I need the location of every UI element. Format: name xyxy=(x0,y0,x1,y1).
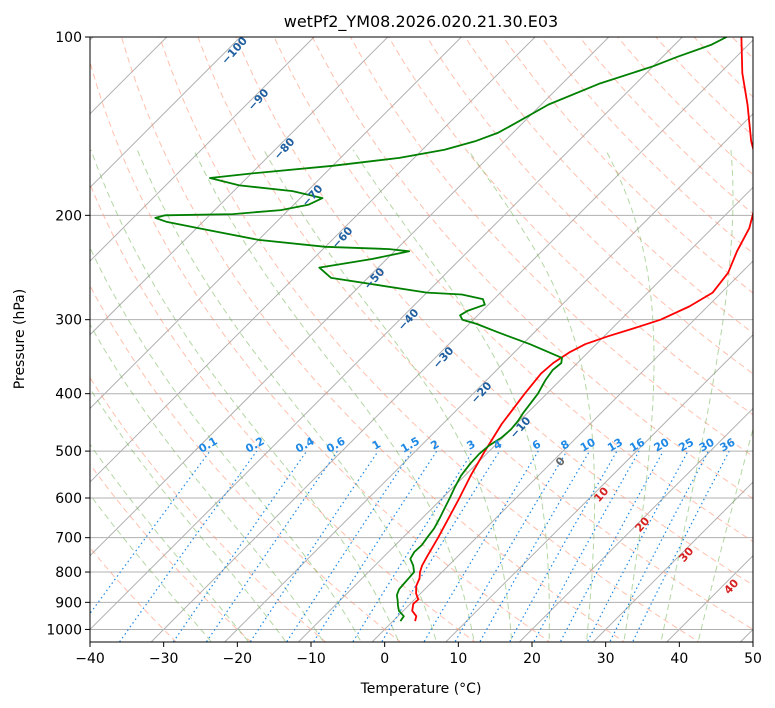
moist-adiabat-line xyxy=(697,427,753,642)
x-tick-label: 10 xyxy=(449,651,467,667)
moist-adiabat-line xyxy=(90,149,400,642)
moist-adiabat-line xyxy=(352,149,550,642)
mixing-ratio-line xyxy=(312,450,438,642)
isotherm-gridline xyxy=(90,37,463,410)
x-tick-label: 20 xyxy=(523,651,541,667)
mixing-ratio-line xyxy=(205,450,338,642)
y-tick-label: 600 xyxy=(55,491,82,507)
isotherm-gridline xyxy=(444,334,753,642)
dry-adiabat-line xyxy=(159,37,701,642)
isotherm-gridline xyxy=(223,113,753,642)
moist-adiabat-line xyxy=(136,149,438,642)
x-axis-label: Temperature (°C) xyxy=(360,681,482,697)
dry-adiabat-line xyxy=(350,37,753,457)
moist-adiabat-line xyxy=(605,149,655,642)
isotherm-gridline xyxy=(592,481,753,642)
dry-adiabat-line xyxy=(90,376,327,642)
y-axis-label: Pressure (hPa) xyxy=(12,289,28,389)
moist-adiabat-line xyxy=(90,387,287,642)
mixing-ratio-line xyxy=(285,450,413,642)
isotherm-gridline xyxy=(90,37,242,189)
moist-adiabat-line xyxy=(90,246,362,642)
mixing-ratio-line xyxy=(423,450,539,642)
x-tick-label: −10 xyxy=(296,651,326,667)
x-tick-label: −20 xyxy=(223,651,253,667)
mixing-ratio-line xyxy=(559,450,664,642)
chart-title: wetPf2_YM08.2026.020.21.30.E03 xyxy=(284,12,558,32)
mixing-ratio-line xyxy=(118,450,258,642)
mixing-ratio-line xyxy=(609,450,710,642)
y-tick-label: 100 xyxy=(55,30,82,46)
moist-adiabat-line xyxy=(467,149,596,642)
mixing-ratio-line xyxy=(380,450,501,642)
mixing-ratio-line xyxy=(249,450,379,642)
x-tick-label: −30 xyxy=(149,651,179,667)
isotherm-gridline xyxy=(518,407,753,642)
dry-adiabat-line xyxy=(655,37,753,137)
x-tick-label: 0 xyxy=(380,651,389,667)
dry-adiabat-line xyxy=(578,37,753,215)
y-tick-label: 300 xyxy=(55,313,82,329)
dry-adiabat-line xyxy=(197,37,753,631)
y-tick-label: 700 xyxy=(55,531,82,547)
mixing-ratio-line xyxy=(479,450,591,642)
mixing-ratio-line xyxy=(631,450,730,642)
x-tick-label: 50 xyxy=(744,651,762,667)
moist-adiabat-line xyxy=(90,493,213,642)
y-tick-label: 1000 xyxy=(46,622,82,638)
mixing-ratio-line xyxy=(352,450,474,642)
y-tick-label: 900 xyxy=(55,595,82,611)
isotherm-gridline xyxy=(90,37,536,483)
mixing-ratio-line xyxy=(454,450,568,642)
x-tick-label: 40 xyxy=(670,651,688,667)
dry-adiabat-line xyxy=(464,37,753,334)
moist-adiabat-line xyxy=(263,149,513,642)
x-tick-label: −40 xyxy=(75,651,105,667)
dry-adiabat-line xyxy=(311,37,753,500)
y-tick-label: 500 xyxy=(55,444,82,460)
dry-adiabat-line xyxy=(90,182,476,642)
dry-adiabat-line xyxy=(617,37,753,176)
dry-adiabat-line xyxy=(426,37,753,375)
axes: −40 −30 −20 −10 0 10 20 30 40 50 100 200 300 400 500 60… xyxy=(46,30,762,667)
isotherm-gridline xyxy=(371,260,753,642)
mixing-ratio-line xyxy=(508,450,618,642)
plot-frame xyxy=(89,36,754,643)
dewpoint-profile-line xyxy=(154,37,728,622)
mixing-ratio-line xyxy=(533,450,640,642)
moist-adiabat-line xyxy=(193,149,475,642)
temperature-profile-line xyxy=(411,37,753,622)
moist-adiabat-line xyxy=(660,149,734,642)
dry-adiabat-line xyxy=(235,37,753,586)
dry-adiabat-line xyxy=(121,37,626,642)
x-tick-label: 30 xyxy=(597,651,615,667)
y-tick-label: 800 xyxy=(55,565,82,581)
y-tick-label: 400 xyxy=(55,387,82,403)
mixing-ratio-line xyxy=(90,450,211,615)
dry-adiabat-line xyxy=(90,60,551,642)
isotherm-gridline xyxy=(90,37,315,262)
isotherm-gridline xyxy=(150,39,753,642)
mixing-ratio-line xyxy=(586,450,689,642)
moist-adiabat-line xyxy=(90,323,325,642)
y-tick-label: 200 xyxy=(55,208,82,224)
moist-adiabat-line xyxy=(90,443,250,642)
isotherm-gridline xyxy=(90,37,610,557)
plot-area xyxy=(90,37,753,642)
isotherm-gridline xyxy=(90,37,684,631)
isotherm-gridline xyxy=(90,37,389,336)
dry-adiabat-line xyxy=(273,37,753,543)
